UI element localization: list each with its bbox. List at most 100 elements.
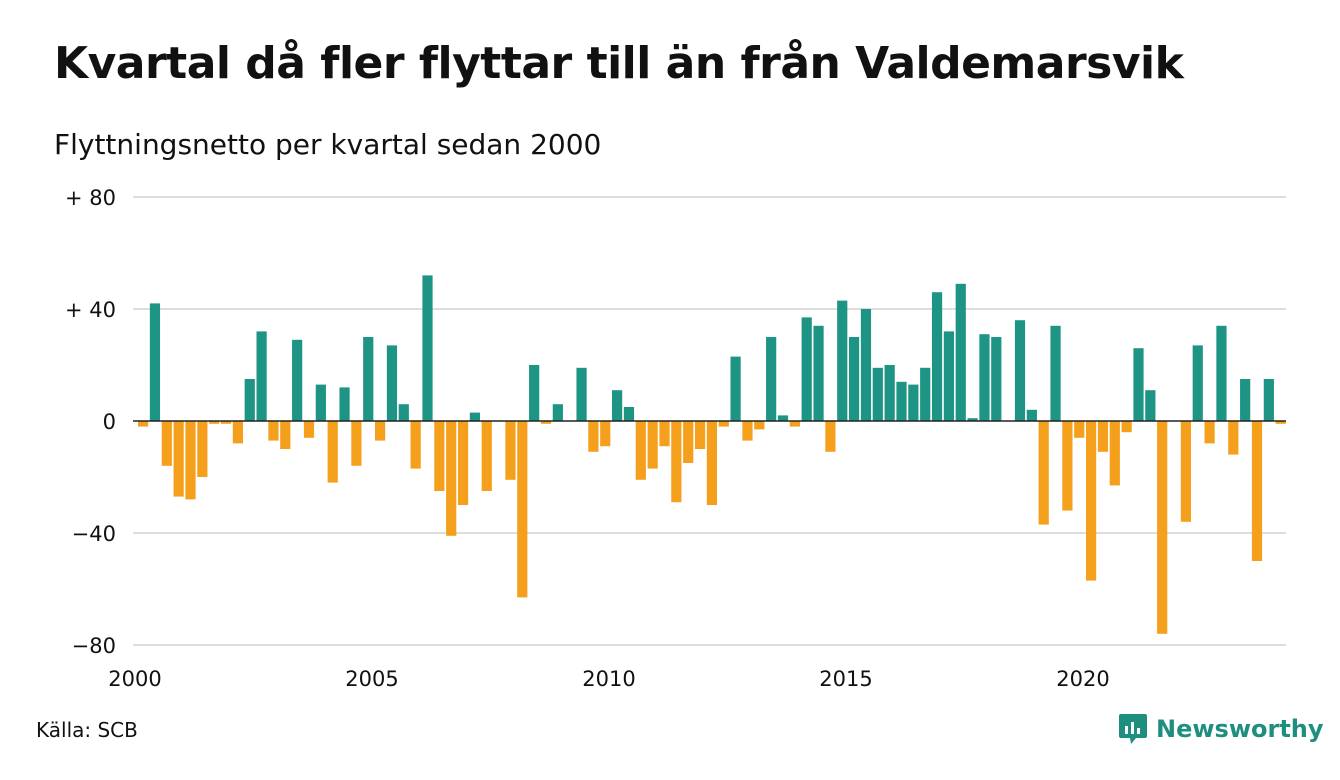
bar (280, 421, 291, 449)
bar (896, 381, 907, 421)
bar (777, 415, 789, 421)
bar (825, 421, 836, 452)
bar (505, 421, 516, 480)
chart-subtitle: Flyttningsnetto per kvartal sedan 2000 (54, 128, 602, 161)
bar (517, 421, 528, 598)
bar (979, 334, 990, 421)
bar (955, 283, 966, 421)
bar (398, 404, 409, 421)
bar (327, 421, 338, 483)
bar (1180, 421, 1191, 522)
newsworthy-logo-icon (1119, 714, 1147, 744)
bar (801, 317, 812, 421)
axes: + 80 + 40 0 −40 −80 2000 2005 2010 2015 2020 (65, 186, 1286, 691)
bar (1275, 421, 1286, 424)
y-tick-label: −40 (72, 522, 116, 546)
bar (303, 421, 315, 438)
bar (256, 331, 267, 421)
bar (967, 418, 978, 421)
bar (600, 421, 611, 447)
x-tick-label: 2020 (1056, 667, 1109, 691)
y-tick-label: 0 (103, 410, 116, 434)
bar (1192, 345, 1203, 421)
bar (386, 345, 398, 421)
bar (1145, 390, 1156, 421)
bar (552, 404, 563, 421)
bar (1038, 421, 1049, 525)
bar (860, 309, 872, 421)
y-tick-label: −80 (72, 634, 116, 658)
bar (908, 384, 919, 421)
y-tick-label: + 40 (65, 298, 116, 322)
bar (1157, 421, 1168, 634)
bar (292, 339, 303, 421)
brand-mark: Newsworthy (1118, 712, 1324, 746)
bar (931, 292, 943, 421)
bar (730, 356, 741, 421)
bar (1240, 379, 1251, 421)
bar (576, 367, 587, 421)
bar (1133, 348, 1144, 421)
bar (1263, 379, 1274, 421)
bar (1204, 421, 1215, 444)
bar (1014, 320, 1026, 421)
bar (683, 421, 694, 463)
chart-title: Kvartal då fler flyttar till än från Val… (54, 38, 1184, 89)
bar (185, 421, 196, 500)
bar (718, 421, 729, 427)
bar (1050, 325, 1061, 421)
bar (754, 421, 765, 430)
source-note: Källa: SCB (36, 718, 138, 742)
bar (1121, 421, 1132, 433)
bar (1097, 421, 1109, 452)
bar (481, 421, 492, 491)
bar (446, 421, 457, 536)
bar (220, 421, 232, 424)
bar (457, 421, 469, 505)
bar (173, 421, 184, 497)
bar (742, 421, 753, 441)
bar (1062, 421, 1073, 511)
x-tick-label: 2005 (345, 667, 398, 691)
bar (339, 387, 350, 421)
bar (268, 421, 279, 441)
bar (1251, 421, 1263, 561)
bars (138, 275, 1286, 634)
bar (647, 421, 658, 469)
bar (1074, 421, 1085, 438)
bar (1026, 409, 1037, 421)
bar (884, 365, 895, 421)
bar (694, 421, 706, 449)
bar (635, 421, 646, 480)
bar (623, 407, 635, 421)
bar (375, 421, 386, 441)
bar (612, 390, 623, 421)
bar (209, 421, 220, 424)
bar (813, 325, 824, 421)
bar (943, 331, 954, 421)
bar (540, 421, 552, 424)
bar (849, 337, 860, 421)
bar (766, 337, 777, 421)
bar (659, 421, 670, 447)
bar (138, 421, 149, 427)
bar (410, 421, 421, 469)
bar (434, 421, 445, 491)
x-tick-label: 2015 (819, 667, 872, 691)
bar (422, 275, 433, 421)
bar (161, 421, 172, 466)
bar (363, 337, 374, 421)
bar (588, 421, 599, 452)
bar (920, 367, 931, 421)
bar (1228, 421, 1239, 455)
bar (837, 300, 848, 421)
bar (351, 421, 362, 466)
bar (991, 337, 1002, 421)
bar (1109, 421, 1120, 486)
brand-name: Newsworthy (1156, 715, 1324, 743)
x-tick-label: 2000 (108, 667, 161, 691)
bar (197, 421, 208, 477)
y-tick-label: + 80 (65, 186, 116, 210)
bar (149, 303, 161, 421)
